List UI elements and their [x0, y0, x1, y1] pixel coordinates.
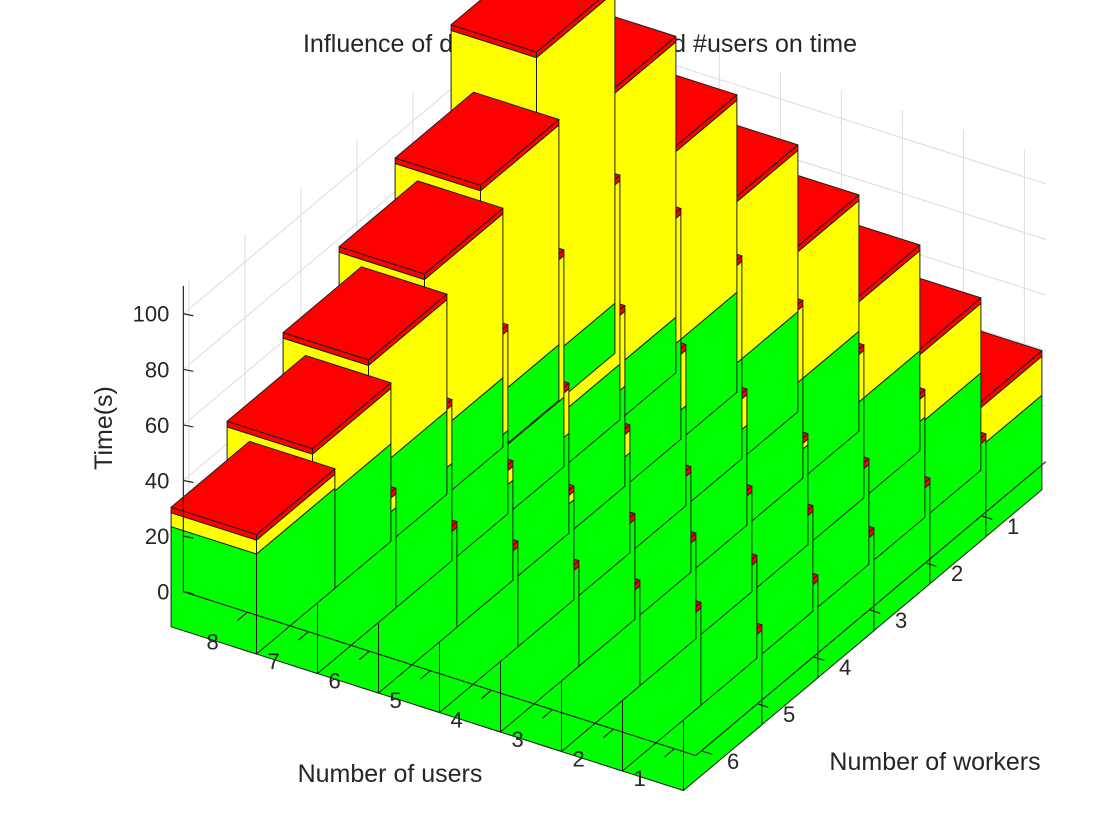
- x-tick-label: 7: [268, 649, 280, 674]
- x-tick-mark: [236, 611, 248, 622]
- y-tick-mark: [813, 656, 825, 661]
- x-tick-mark: [419, 670, 431, 680]
- x-tick-mark: [541, 709, 553, 719]
- y-tick-label: 5: [783, 702, 795, 727]
- y-axis-label: Number of workers: [829, 748, 1040, 776]
- y-tick-mark: [869, 609, 881, 614]
- bar-top: [450, 0, 600, 53]
- y-tick-mark: [701, 750, 713, 755]
- y-tick-mark: [757, 703, 769, 708]
- y-tick-label: 4: [839, 655, 851, 680]
- y-tick-label: 6: [727, 749, 739, 774]
- x-axis-line: [183, 591, 696, 757]
- z-tick-mark: [183, 479, 194, 484]
- x-tick-label: 8: [207, 629, 219, 654]
- x-tick-label: 6: [329, 668, 341, 693]
- bar-top: [282, 266, 448, 361]
- bar-top: [338, 180, 504, 275]
- z-tick-mark: [183, 535, 194, 539]
- z-tick-label: 80: [145, 357, 169, 382]
- z-tick-mark: [183, 591, 194, 595]
- z-tick-label: 20: [145, 524, 169, 549]
- x-tick-label: 3: [512, 727, 524, 752]
- x-tick-label: 2: [573, 746, 585, 771]
- z-tick-label: 60: [145, 413, 169, 438]
- bar-cap-side: [536, 0, 606, 59]
- bar-top: [394, 91, 560, 186]
- y-tick-mark: [925, 562, 937, 567]
- z-tick-mark: [183, 313, 194, 317]
- z-tick-mark: [183, 368, 194, 372]
- z-tick-label: 0: [157, 580, 169, 605]
- bar-top: [226, 355, 392, 450]
- y-tick-mark: [981, 515, 993, 520]
- x-tick-mark: [358, 650, 370, 661]
- y-tick-label: 3: [895, 608, 907, 633]
- x-tick-mark: [297, 631, 309, 641]
- x-tick-mark: [663, 748, 675, 758]
- z-tick-mark: [183, 424, 194, 428]
- y-tick-label: 2: [951, 561, 963, 586]
- x-tick-mark: [480, 689, 492, 700]
- x-axis-label: Number of users: [298, 760, 483, 788]
- x-tick-label: 4: [451, 707, 463, 732]
- bar-top: [170, 440, 336, 535]
- z-tick-label: 100: [133, 302, 170, 327]
- x-tick-label: 1: [634, 766, 646, 791]
- bars: [170, 0, 1043, 791]
- x-tick-label: 5: [390, 688, 402, 713]
- y-axis-line: [695, 461, 1047, 756]
- y-tick-label: 1: [1007, 514, 1019, 539]
- z-axis-label: Time(s): [90, 386, 118, 470]
- z-tick-label: 40: [145, 469, 169, 494]
- bar-stack: [170, 440, 336, 655]
- x-tick-mark: [602, 728, 614, 739]
